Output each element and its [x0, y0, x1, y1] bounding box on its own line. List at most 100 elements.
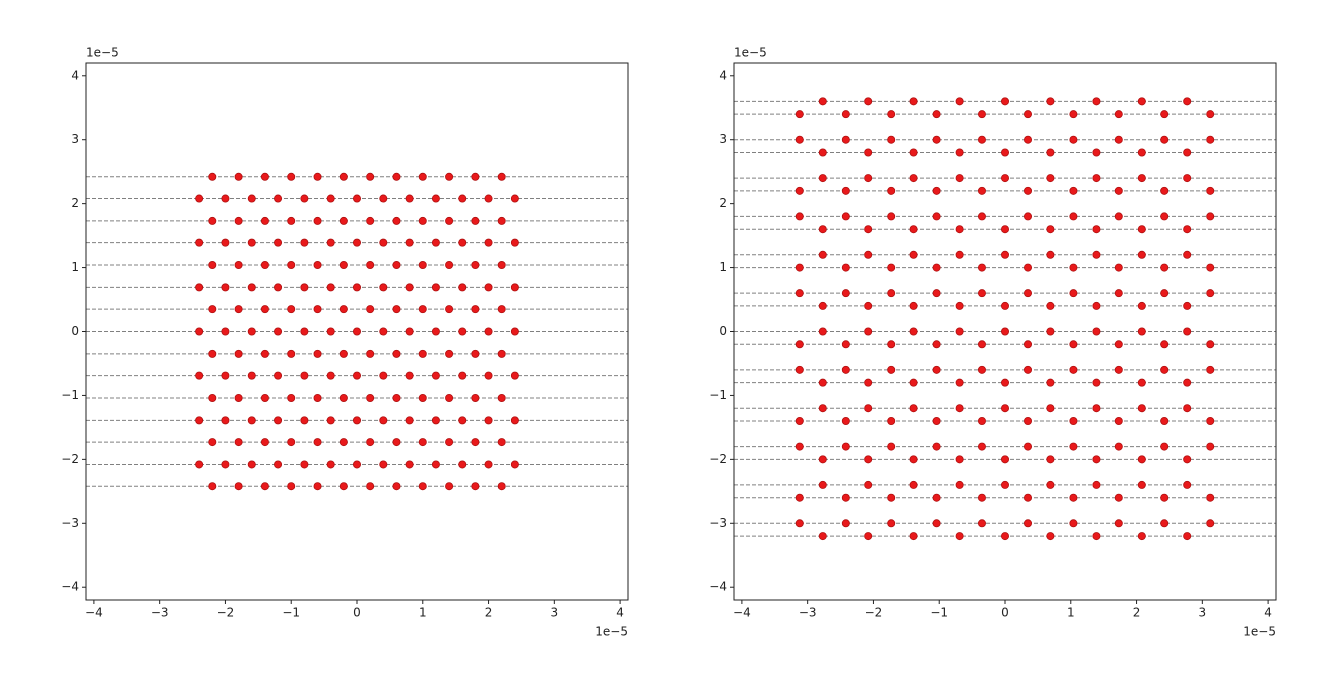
point — [260, 172, 269, 181]
point — [339, 482, 348, 491]
point — [339, 393, 348, 402]
point — [1092, 455, 1101, 464]
point — [497, 482, 506, 491]
point — [1206, 442, 1215, 451]
point — [234, 305, 243, 314]
point — [955, 327, 964, 336]
point — [405, 194, 414, 203]
point — [909, 301, 918, 310]
point — [1024, 442, 1033, 451]
point — [339, 216, 348, 225]
point — [392, 393, 401, 402]
point — [795, 263, 804, 272]
point — [234, 261, 243, 270]
point — [352, 416, 361, 425]
point — [260, 482, 269, 491]
point — [247, 283, 256, 292]
point — [1092, 327, 1101, 336]
point — [247, 460, 256, 469]
point — [887, 263, 896, 272]
y-tick-label: −1 — [61, 388, 79, 402]
point — [818, 455, 827, 464]
point — [445, 393, 454, 402]
point — [497, 349, 506, 358]
point — [864, 301, 873, 310]
point — [1046, 148, 1055, 157]
point — [260, 393, 269, 402]
point — [887, 340, 896, 349]
point — [864, 404, 873, 413]
point — [1160, 493, 1169, 502]
point — [1206, 416, 1215, 425]
point — [932, 493, 941, 502]
point — [955, 148, 964, 157]
point — [510, 416, 519, 425]
point — [1137, 301, 1146, 310]
y-tick-label: 0 — [719, 324, 727, 338]
point — [841, 442, 850, 451]
point — [1001, 250, 1010, 259]
point — [300, 371, 309, 380]
point — [955, 378, 964, 387]
point — [977, 340, 986, 349]
point — [1114, 365, 1123, 374]
y-tick-label: 2 — [719, 196, 727, 210]
point — [260, 349, 269, 358]
point — [1069, 289, 1078, 298]
point — [909, 97, 918, 106]
x-offset-label: 1e−5 — [595, 625, 628, 639]
point — [909, 250, 918, 259]
point — [818, 174, 827, 183]
point — [1046, 404, 1055, 413]
point — [977, 416, 986, 425]
point — [887, 519, 896, 528]
point — [1183, 455, 1192, 464]
point — [1137, 480, 1146, 489]
point — [352, 283, 361, 292]
point — [1206, 110, 1215, 119]
point — [841, 135, 850, 144]
point — [326, 460, 335, 469]
point — [1069, 263, 1078, 272]
point — [445, 349, 454, 358]
point — [1183, 404, 1192, 413]
point — [484, 371, 493, 380]
point — [339, 305, 348, 314]
point — [887, 442, 896, 451]
point — [484, 416, 493, 425]
point — [1092, 480, 1101, 489]
y-tick-label: −2 — [61, 452, 79, 466]
point — [1001, 174, 1010, 183]
point — [379, 283, 388, 292]
point — [260, 261, 269, 270]
point — [234, 349, 243, 358]
point — [1206, 212, 1215, 221]
point — [1046, 455, 1055, 464]
point — [221, 194, 230, 203]
point — [471, 216, 480, 225]
point — [955, 455, 964, 464]
point — [932, 519, 941, 528]
point — [379, 194, 388, 203]
point — [287, 261, 296, 270]
point — [1001, 327, 1010, 336]
x-tick-label: 0 — [1001, 606, 1009, 620]
point — [339, 438, 348, 447]
point — [818, 404, 827, 413]
point — [274, 238, 283, 247]
point — [274, 416, 283, 425]
point — [326, 327, 335, 336]
point — [431, 371, 440, 380]
point — [1092, 250, 1101, 259]
point — [405, 283, 414, 292]
point — [313, 305, 322, 314]
point — [431, 283, 440, 292]
y-tick-label: 1 — [719, 260, 727, 274]
point — [208, 261, 217, 270]
point — [458, 327, 467, 336]
point — [1001, 301, 1010, 310]
point — [1046, 327, 1055, 336]
point — [909, 148, 918, 157]
point — [1137, 148, 1146, 157]
